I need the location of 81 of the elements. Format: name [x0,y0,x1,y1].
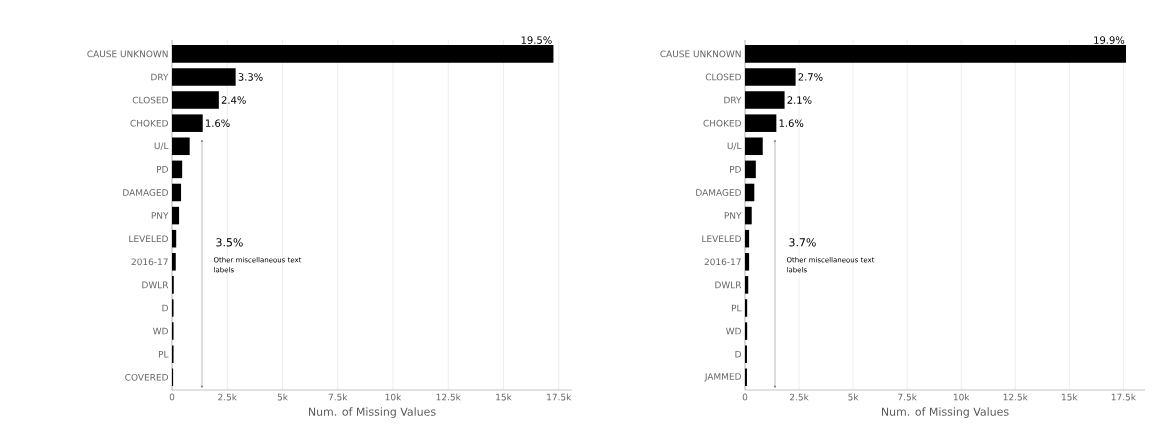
annotation: 2.4% [221,96,246,104]
y-tick-label: CAUSE UNKNOWN [87,50,168,58]
y-tick-label: PD [730,166,741,173]
x-axis-title: Num. of Missing Values [882,407,1009,418]
bar [745,253,750,271]
annotation: 1.6% [779,119,804,127]
bar [172,137,190,156]
y-tick-label: CAUSE UNKNOWN [660,50,741,58]
y-tick-label: U/L [727,142,742,150]
x-axis-title: Num. of Missing Values [309,407,436,418]
y-tick-label: PNY [724,212,742,219]
bar [172,206,180,225]
bar [745,229,750,248]
x-tick-label: 2.5k [218,393,237,401]
annotation: 3.7% [789,238,816,247]
bar [172,160,183,179]
y-tick-label: JAMMED [704,373,741,382]
y-tick-label: 2016-17 [704,258,741,266]
x-tick-label: 5k [848,393,859,401]
x-tick-label: 2.5k [789,393,809,401]
x-tick-label: 15k [1062,393,1078,401]
x-tick-label: 17.5k [547,393,572,401]
bar [172,183,182,202]
y-tick-label: DAMAGED [123,189,168,196]
y-tick-label: WD [153,327,168,335]
x-tick-label: 0 [169,393,175,401]
y-tick-label: CHOKED [703,119,741,127]
bar [745,45,1126,63]
y-tick-label: DRY [724,96,742,104]
y-tick-label: D [735,350,741,358]
bar [172,45,554,63]
y-tick-label: PNY [151,212,169,219]
bar [745,114,777,132]
bar [172,229,177,248]
bar [172,253,176,271]
bar [745,91,785,109]
y-tick-label: DWLR [142,281,169,289]
annotation: 19.5% [521,36,552,44]
y-tick-label: CHOKED [130,119,168,127]
bar [745,206,752,225]
bar [745,183,755,202]
annotation: 3.5% [216,238,243,247]
y-tick-label: LEVELED [702,235,741,242]
annotation: 19.9% [1094,36,1125,44]
x-tick-label: 10k [953,393,970,401]
y-tick-label: DWLR [715,281,742,289]
bar [745,137,763,156]
annotation: 1.6% [206,119,230,127]
x-tick-label: 5k [277,393,288,401]
annotation: 2.7% [798,73,823,81]
bar [172,91,219,109]
bar [172,114,203,132]
x-tick-label: 7.5k [328,393,348,401]
annotation: 2.1% [787,96,812,104]
x-tick-label: 12.5k [1003,393,1028,401]
y-tick-label: PL [158,350,169,358]
x-tick-label: 17.5k [1111,393,1136,401]
y-tick-label: U/L [154,142,169,150]
x-tick-label: 0 [742,393,748,401]
y-tick-label: CLOSED [132,96,168,104]
bar [172,68,236,86]
annotation: 3.3% [238,73,263,81]
bar [745,276,749,294]
y-tick-label: LEVELED [129,235,168,242]
y-tick-label: 2016-17 [131,258,168,266]
bar [745,160,756,179]
y-tick-label: DRY [151,73,169,81]
y-tick-label: CLOSED [705,73,741,81]
y-tick-label: PD [157,166,168,173]
y-tick-label: COVERED [125,373,168,381]
x-tick-label: 7.5k [898,393,917,401]
x-tick-label: 10k [385,393,402,401]
x-tick-label: 12.5k [436,393,461,401]
y-tick-label: WD [726,327,741,335]
bar [745,322,748,340]
bar [745,299,748,317]
x-tick-label: 15k [496,393,512,401]
y-tick-label: DAMAGED [696,189,741,196]
y-tick-label: D [162,304,168,312]
y-tick-label: PL [731,304,742,312]
bar [745,68,796,86]
